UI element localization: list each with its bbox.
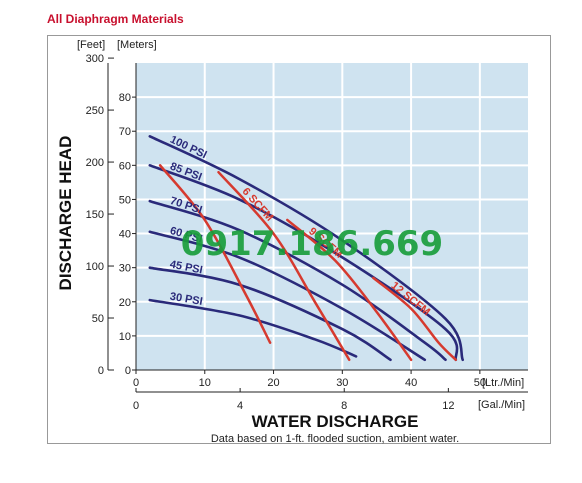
y-axis-title: DISCHARGE HEAD: [56, 136, 75, 291]
y-unit-left: [Feet]: [77, 39, 105, 51]
y-tick-label-ft: 200: [86, 157, 104, 169]
x-tick-label-lpm: 20: [267, 377, 279, 389]
page-title: All Diaphragm Materials: [47, 12, 184, 26]
x-axis-title: WATER DISCHARGE: [252, 412, 419, 431]
chart-note: Data based on 1-ft. flooded suction, amb…: [211, 433, 459, 445]
y-tick-label-ft: 250: [86, 105, 104, 117]
y-tick-label-ft: 300: [86, 53, 104, 65]
series-line-9-scfm: [286, 218, 413, 362]
y-tick-label-ft: 50: [92, 313, 104, 325]
y-tick-label-m: 80: [119, 92, 131, 104]
y-tick-label-m: 10: [119, 331, 131, 343]
y-tick-label-m: 70: [119, 126, 131, 138]
x-tick-label-lpm: 10: [199, 377, 211, 389]
phone-watermark: 0917.186.669: [181, 224, 443, 264]
series-line-85-psi: [148, 164, 459, 362]
series-line-100-psi: [148, 135, 464, 362]
series-line-12-scfm: [372, 276, 458, 362]
y-tick-label-m: 0: [125, 365, 131, 377]
series-line-60-psi: [148, 230, 427, 362]
y-tick-label-m: 40: [119, 229, 131, 241]
y-tick-label-ft: 150: [86, 209, 104, 221]
y-unit-right: [Meters]: [117, 39, 157, 51]
series-line-70-psi: [148, 199, 447, 362]
x-unit-secondary: [Gal./Min]: [478, 399, 525, 411]
x-tick-label-lpm: 50: [474, 377, 486, 389]
x-tick-label-lpm: 30: [336, 377, 348, 389]
x-tick-label-lpm: 0: [133, 377, 139, 389]
series-line-6-scfm: [217, 170, 351, 362]
series-line-air-6: [158, 164, 272, 344]
x-tick-label-gpm: 12: [442, 400, 454, 412]
x-tick-label-gpm: 8: [341, 400, 347, 412]
x-tick-label-gpm: 0: [133, 400, 139, 412]
y-tick-label-m: 60: [119, 160, 131, 172]
x-tick-label-lpm: 40: [405, 377, 417, 389]
y-tick-label-ft: 0: [98, 365, 104, 377]
x-unit-primary: [Ltr./Min]: [482, 377, 524, 389]
y-tick-label-m: 50: [119, 194, 131, 206]
y-tick-label-ft: 100: [86, 261, 104, 273]
y-tick-label-m: 30: [119, 263, 131, 275]
series-line-45-psi: [148, 266, 392, 362]
chart-frame: [47, 35, 551, 444]
x-tick-label-gpm: 4: [237, 400, 243, 412]
y-tick-label-m: 20: [119, 297, 131, 309]
series-label-30-psi: 30 PSI: [169, 291, 204, 308]
series-line-30-psi: [148, 298, 358, 358]
series-group: [148, 135, 464, 362]
